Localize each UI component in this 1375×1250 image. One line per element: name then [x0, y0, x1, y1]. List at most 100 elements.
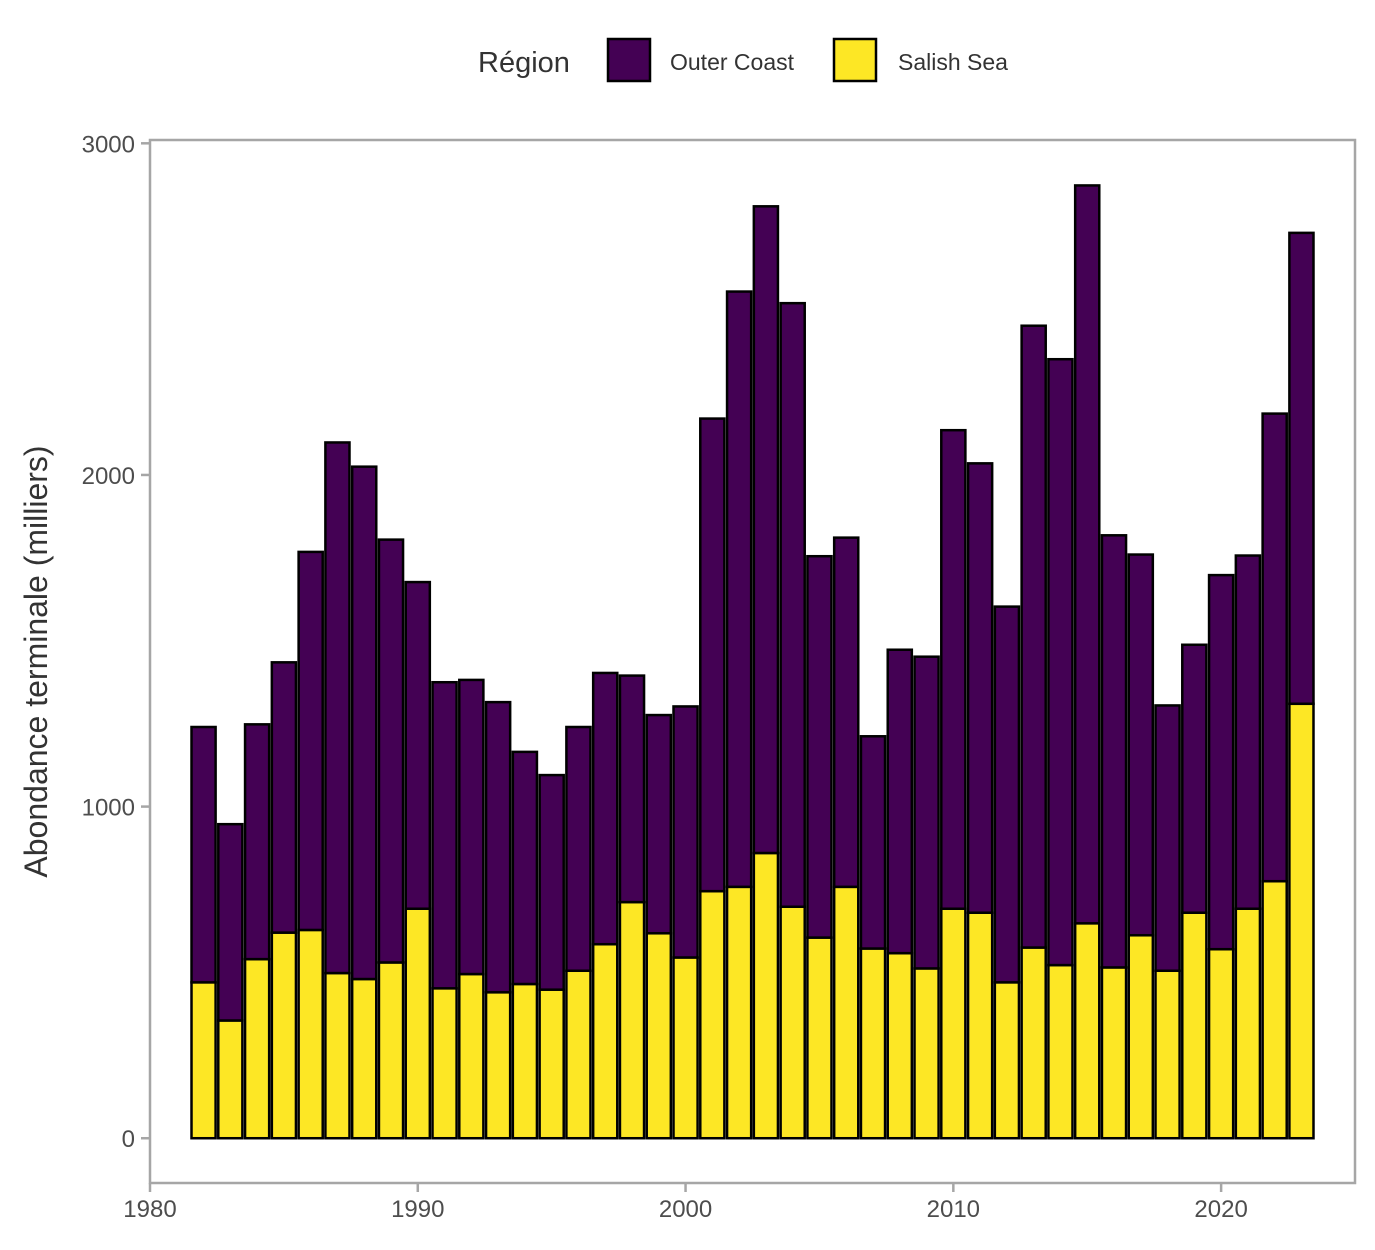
bar-salish-sea-1999 [645, 932, 673, 1140]
y-tick-label-1000: 1000 [82, 795, 135, 822]
bar-outer-coast-2016 [1100, 534, 1128, 969]
bar-outer-coast-2009 [913, 655, 940, 970]
bar-outer-coast-1994 [511, 750, 539, 986]
y-tick-label-3000: 3000 [82, 131, 135, 158]
bar-salish-sea-2018 [1154, 969, 1181, 1140]
y-axis: 0 1000 2000 3000 [82, 131, 150, 1153]
x-tick-label-1990: 1990 [391, 1196, 444, 1223]
bar-salish-sea-2002 [725, 885, 753, 1140]
bar-salish-sea-2005 [806, 936, 833, 1140]
bar-salish-sea-1997 [591, 942, 619, 1140]
bar-outer-coast-1992 [458, 678, 485, 976]
bar-salish-sea-2001 [699, 889, 726, 1140]
bar-salish-sea-1998 [618, 900, 646, 1140]
bar-outer-coast-1986 [297, 550, 324, 932]
bar-salish-sea-1982 [190, 981, 217, 1140]
x-tick-label-1980: 1980 [123, 1196, 176, 1223]
bar-outer-coast-2001 [699, 417, 726, 893]
bar-salish-sea-1984 [243, 957, 271, 1140]
bar-salish-sea-2021 [1234, 907, 1262, 1140]
bar-outer-coast-2020 [1207, 573, 1235, 951]
bar-salish-sea-2012 [993, 981, 1021, 1140]
bar-outer-coast-2002 [725, 290, 753, 889]
bar-salish-sea-1993 [484, 991, 512, 1140]
bar-outer-coast-2023 [1288, 231, 1315, 706]
bar-outer-coast-2014 [1047, 357, 1074, 967]
bar-outer-coast-1984 [243, 723, 271, 961]
bar-outer-coast-1993 [484, 700, 512, 994]
bar-outer-coast-2015 [1073, 184, 1101, 925]
bars [190, 184, 1315, 1140]
bar-outer-coast-1983 [217, 822, 244, 1022]
bar-salish-sea-1990 [404, 907, 432, 1140]
bar-salish-sea-1989 [377, 961, 405, 1140]
panel-border [148, 138, 1357, 1185]
y-axis-title: Abondance terminale (milliers) [18, 445, 54, 877]
legend-key-outer-coast [606, 37, 652, 83]
bar-outer-coast-1987 [324, 441, 351, 975]
bar-salish-sea-2014 [1047, 963, 1074, 1140]
x-tick-label-2020: 2020 [1194, 1196, 1247, 1223]
bar-outer-coast-2019 [1181, 643, 1208, 914]
legend-title: Région [478, 47, 570, 79]
bar-outer-coast-2022 [1261, 412, 1288, 883]
bar-salish-sea-1996 [565, 969, 592, 1140]
bar-salish-sea-2020 [1207, 947, 1235, 1140]
bar-salish-sea-2000 [672, 956, 699, 1140]
bar-outer-coast-1999 [645, 713, 673, 935]
bar-outer-coast-1982 [190, 725, 217, 984]
bar-outer-coast-1990 [404, 580, 432, 910]
bar-salish-sea-2015 [1073, 922, 1101, 1140]
bar-salish-sea-2009 [913, 967, 940, 1140]
bar-salish-sea-2023 [1288, 702, 1315, 1140]
bar-outer-coast-2013 [1020, 324, 1047, 949]
bar-outer-coast-2012 [993, 605, 1021, 984]
bar-salish-sea-2011 [966, 911, 994, 1140]
legend-key-salish-sea [832, 37, 878, 83]
bar-salish-sea-1992 [458, 972, 485, 1140]
bar-outer-coast-2003 [752, 205, 780, 855]
bar-outer-coast-1988 [350, 465, 378, 981]
bar-outer-coast-2018 [1154, 704, 1181, 973]
bar-salish-sea-2016 [1100, 966, 1128, 1140]
bar-salish-sea-2013 [1020, 946, 1047, 1140]
bar-salish-sea-2022 [1261, 879, 1288, 1140]
bar-salish-sea-2007 [859, 947, 887, 1140]
bar-salish-sea-1983 [217, 1019, 244, 1140]
bar-salish-sea-1994 [511, 982, 539, 1140]
bar-outer-coast-2006 [832, 536, 860, 889]
bar-outer-coast-2011 [966, 462, 994, 914]
bar-salish-sea-2010 [940, 907, 967, 1140]
bar-salish-sea-2003 [752, 851, 780, 1140]
bar-salish-sea-2019 [1181, 911, 1208, 1140]
bar-outer-coast-2017 [1127, 553, 1155, 937]
bar-salish-sea-1986 [297, 928, 324, 1140]
y-tick-label-0: 0 [122, 1126, 135, 1153]
bar-outer-coast-1989 [377, 538, 405, 964]
y-tick-label-2000: 2000 [82, 463, 135, 490]
bar-salish-sea-1985 [270, 931, 298, 1140]
bar-outer-coast-1996 [565, 725, 592, 973]
bar-outer-coast-2008 [886, 648, 914, 955]
x-axis: 1980 1990 2000 2010 2020 [123, 1183, 1248, 1223]
legend-label-outer-coast: Outer Coast [670, 49, 795, 75]
bar-outer-coast-1985 [270, 661, 298, 934]
bar-salish-sea-1995 [538, 988, 565, 1140]
bar-salish-sea-1988 [350, 977, 378, 1140]
bar-salish-sea-2004 [779, 905, 806, 1140]
bar-outer-coast-2021 [1234, 554, 1262, 910]
bar-outer-coast-2007 [859, 735, 887, 950]
bar-salish-sea-1987 [324, 971, 351, 1140]
bar-salish-sea-2006 [832, 885, 860, 1140]
bar-salish-sea-1991 [431, 987, 458, 1140]
bar-outer-coast-1995 [538, 773, 565, 991]
bar-outer-coast-1998 [618, 674, 646, 904]
bar-outer-coast-2004 [779, 301, 806, 908]
bar-outer-coast-2010 [940, 428, 967, 910]
bar-outer-coast-2000 [672, 705, 699, 959]
bar-outer-coast-1991 [431, 680, 458, 990]
bar-outer-coast-2005 [806, 554, 833, 939]
bar-outer-coast-1997 [591, 671, 619, 946]
bar-salish-sea-2017 [1127, 934, 1155, 1140]
